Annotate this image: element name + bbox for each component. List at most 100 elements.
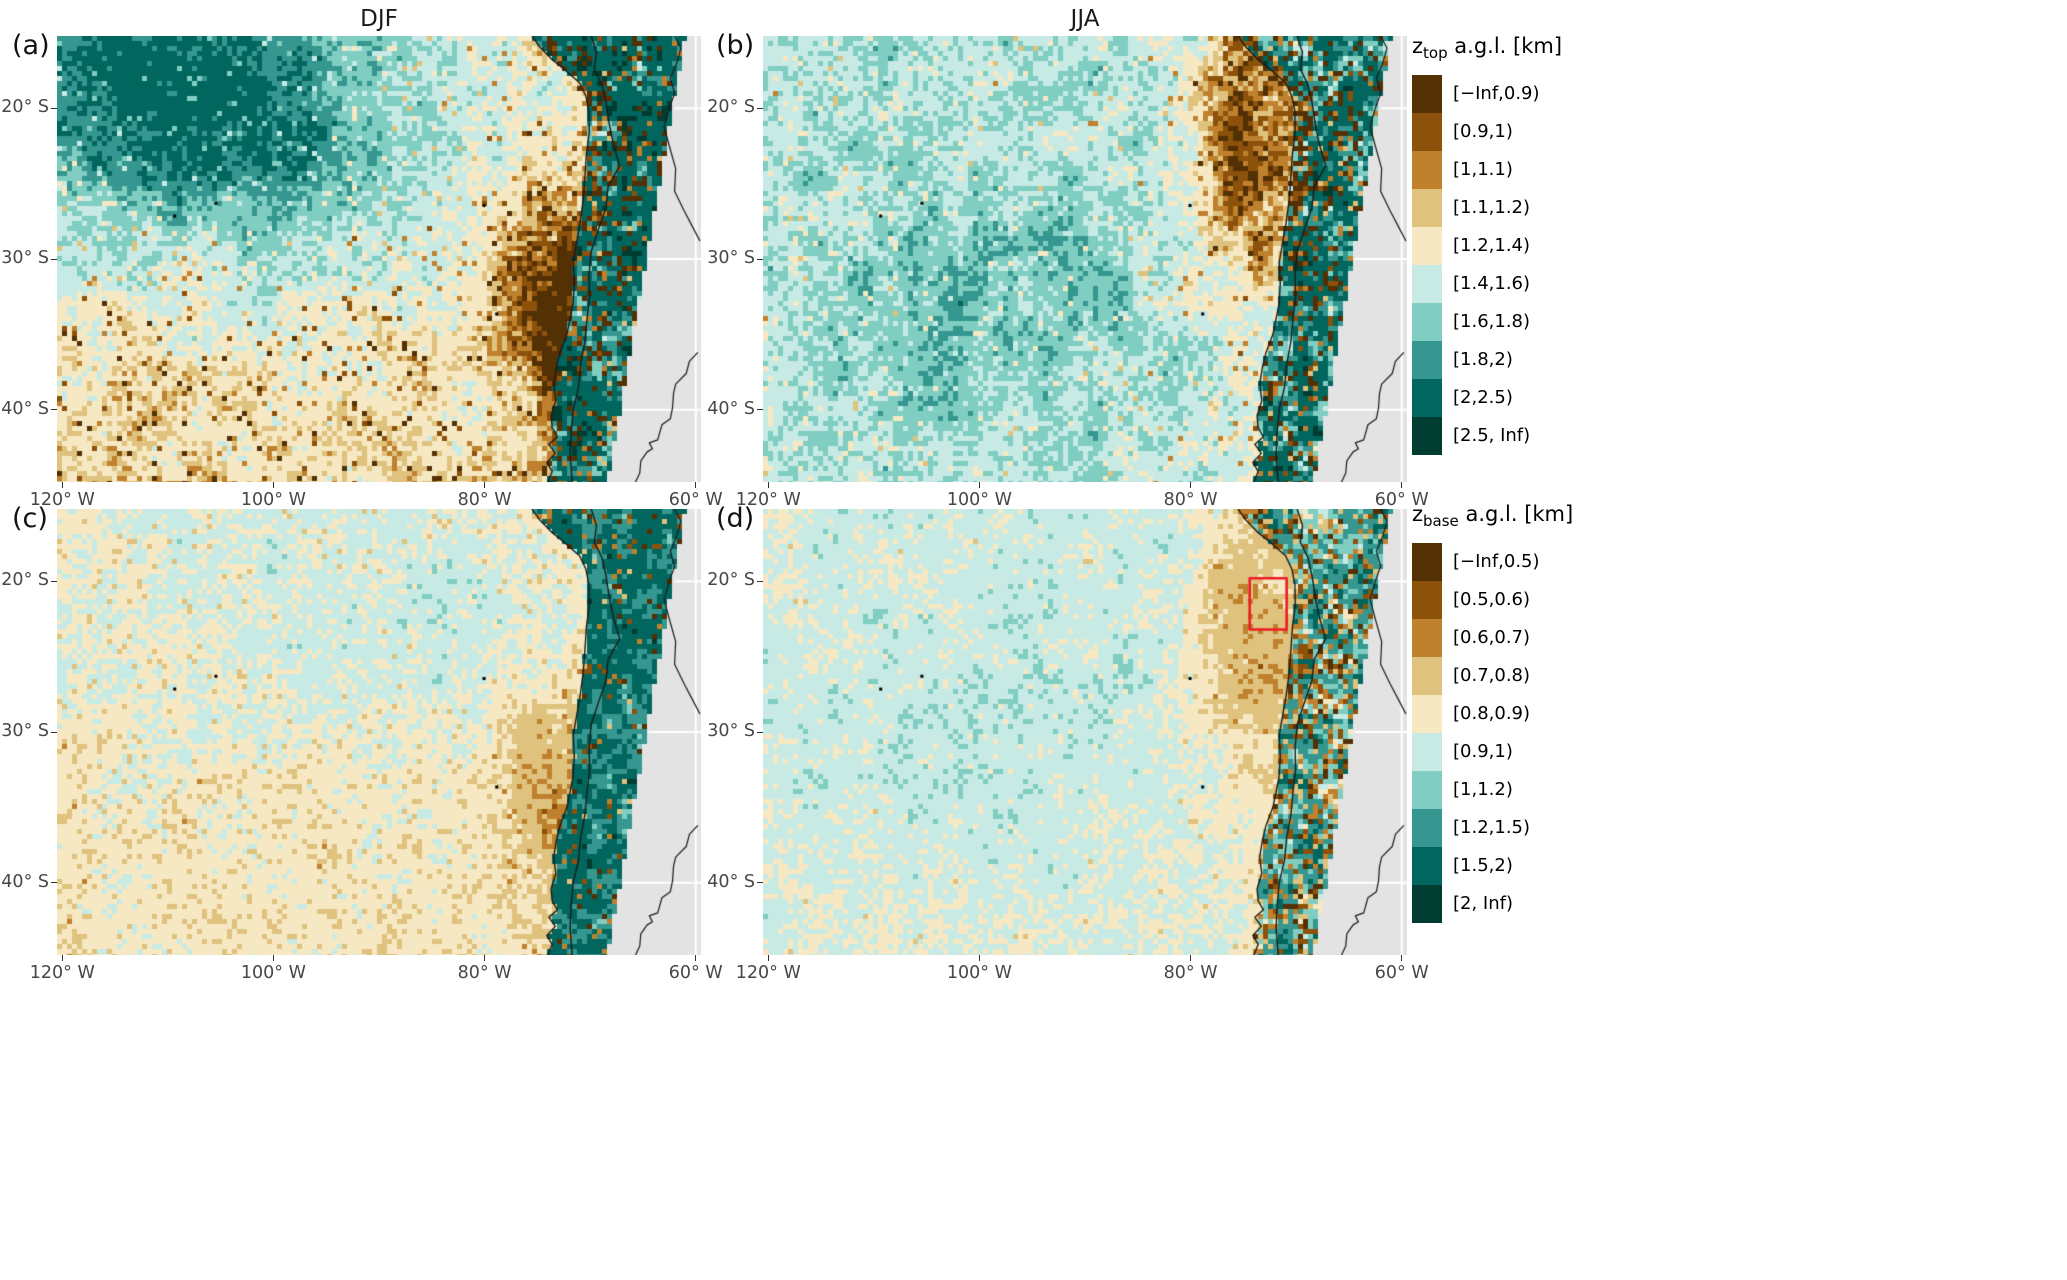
x-tick-mark-120w xyxy=(61,482,63,488)
legend-zbase-swatch-4 xyxy=(1412,695,1442,734)
legend-ztop-row-7: [1.8,2) xyxy=(1412,341,1622,380)
y-tick-label-40s: 40° S xyxy=(1,398,49,419)
y-tick-label-40s: 40° S xyxy=(1,871,49,892)
legend-zbase-row-2: [0.6,0.7) xyxy=(1412,619,1622,658)
legend-ztop-swatch-2 xyxy=(1412,151,1442,190)
x-tick-label-80w: 80° W xyxy=(457,490,512,510)
legend-title-zbase: zbase a.g.l. [km] xyxy=(1412,502,1622,530)
legend-ztop-sub: top xyxy=(1423,44,1448,63)
legend-ztop-keys: [−Inf,0.9) [0.9,1) [1,1.1) [1.1,1.2) [1.2,1.… xyxy=(1412,75,1622,456)
y-tick-mark-40s xyxy=(51,882,57,884)
legend-zbase-label-4: [0.8,0.9) xyxy=(1453,703,1531,725)
legend-ztop-prefix: z xyxy=(1412,34,1424,58)
x-tick-mark-120w xyxy=(767,955,769,961)
legend-ztop-label-7: [1.8,2) xyxy=(1453,349,1513,371)
y-tick-mark-40s xyxy=(757,882,763,884)
y-tick-mark-30s xyxy=(51,731,57,733)
x-tick-label-60w: 60° W xyxy=(1374,963,1429,983)
y-tick-label-30s: 30° S xyxy=(1,721,49,741)
legend-ztop-row-5: [1.4,1.6) xyxy=(1412,265,1622,304)
map-canvas-d xyxy=(763,509,1407,955)
x-tick-mark-80w xyxy=(1190,955,1192,961)
legend-ztop-label-1: [0.9,1) xyxy=(1453,121,1513,143)
y-tick-label-20s: 20° S xyxy=(707,570,755,591)
legend-ztop-swatch-4 xyxy=(1412,227,1442,266)
x-tick-mark-100w xyxy=(978,955,980,961)
legend-ztop-row-9: [2.5, Inf) xyxy=(1412,417,1622,456)
legend-zbase-row-3: [0.7,0.8) xyxy=(1412,657,1622,696)
x-tick-mark-60w xyxy=(1401,955,1403,961)
legend-ztop-swatch-1 xyxy=(1412,113,1442,152)
y-tick-mark-20s xyxy=(51,107,57,109)
column-title-djf: DJF xyxy=(360,6,398,32)
x-tick-mark-60w xyxy=(695,955,697,961)
x-tick-label-60w: 60° W xyxy=(1374,490,1429,510)
y-tick-mark-30s xyxy=(757,731,763,733)
legend-zbase-swatch-3 xyxy=(1412,657,1442,696)
x-tick-mark-100w xyxy=(978,482,980,488)
map-canvas-b xyxy=(763,36,1407,482)
x-tick-label-60w: 60° W xyxy=(668,963,723,983)
panel-label-b: (b) xyxy=(716,30,755,61)
legend-ztop-swatch-6 xyxy=(1412,303,1442,342)
x-tick-mark-120w xyxy=(767,482,769,488)
legend-ztop-label-8: [2,2.5) xyxy=(1453,387,1513,409)
legend-ztop-row-4: [1.2,1.4) xyxy=(1412,227,1622,266)
legend-ztop-row-6: [1.6,1.8) xyxy=(1412,303,1622,342)
x-tick-label-120w: 120° W xyxy=(735,963,801,983)
x-tick-label-100w: 100° W xyxy=(240,490,306,510)
y-tick-label-20s: 20° S xyxy=(1,570,49,591)
y-tick-label-20s: 20° S xyxy=(1,97,49,118)
x-tick-label-120w: 120° W xyxy=(735,490,801,510)
legend-zbase-label-8: [1.5,2) xyxy=(1453,855,1513,877)
y-tick-mark-30s xyxy=(757,258,763,260)
y-tick-label-20s: 20° S xyxy=(707,97,755,118)
x-tick-mark-80w xyxy=(484,955,486,961)
x-tick-label-120w: 120° W xyxy=(29,963,95,983)
x-tick-mark-80w xyxy=(484,482,486,488)
y-tick-label-30s: 30° S xyxy=(1,248,49,268)
legend-zbase-swatch-5 xyxy=(1412,733,1442,772)
legend-zbase-row-4: [0.8,0.9) xyxy=(1412,695,1622,734)
legend-zbase-label-1: [0.5,0.6) xyxy=(1453,589,1531,611)
x-tick-label-80w: 80° W xyxy=(457,963,512,983)
y-tick-mark-20s xyxy=(51,580,57,582)
y-tick-label-30s: 30° S xyxy=(707,248,755,268)
legend-zbase-label-7: [1.2,1.5) xyxy=(1453,817,1531,839)
legend-zbase-row-9: [2, Inf) xyxy=(1412,885,1622,924)
x-tick-mark-60w xyxy=(1401,482,1403,488)
legend-zbase-keys: [−Inf,0.5) [0.5,0.6) [0.6,0.7) [0.7,0.8) [0.… xyxy=(1412,543,1622,924)
panel-label-a: (a) xyxy=(12,30,50,61)
legend-zbase-swatch-6 xyxy=(1412,771,1442,810)
legend-ztop-label-5: [1.4,1.6) xyxy=(1453,273,1531,295)
legend-zbase-swatch-0 xyxy=(1412,543,1442,582)
legend-zbase-label-9: [2, Inf) xyxy=(1453,893,1513,915)
legend-ztop-suffix: a.g.l. [km] xyxy=(1447,34,1563,58)
legend-title-ztop: ztop a.g.l. [km] xyxy=(1412,34,1622,62)
legend-ztop-swatch-3 xyxy=(1412,189,1442,228)
legend-zbase-prefix: z xyxy=(1412,502,1424,526)
x-tick-label-80w: 80° W xyxy=(1163,490,1218,510)
legend-ztop: ztop a.g.l. [km] [−Inf,0.9) [0.9,1) [1,1.1… xyxy=(1412,34,1622,456)
map-canvas-a xyxy=(57,36,701,482)
legend-ztop-label-2: [1,1.1) xyxy=(1453,159,1513,181)
legend-zbase-row-7: [1.2,1.5) xyxy=(1412,809,1622,848)
x-tick-mark-100w xyxy=(272,482,274,488)
legend-ztop-row-1: [0.9,1) xyxy=(1412,113,1622,152)
x-tick-mark-100w xyxy=(272,955,274,961)
x-tick-label-60w: 60° W xyxy=(668,490,723,510)
legend-ztop-label-6: [1.6,1.8) xyxy=(1453,311,1531,333)
x-tick-label-80w: 80° W xyxy=(1163,963,1218,983)
legend-ztop-label-9: [2.5, Inf) xyxy=(1453,425,1531,447)
legend-zbase-row-8: [1.5,2) xyxy=(1412,847,1622,886)
legend-zbase-swatch-7 xyxy=(1412,809,1442,848)
x-tick-mark-60w xyxy=(695,482,697,488)
legend-ztop-swatch-9 xyxy=(1412,417,1442,456)
legend-zbase-row-6: [1,1.2) xyxy=(1412,771,1622,810)
legend-zbase-label-2: [0.6,0.7) xyxy=(1453,627,1531,649)
x-tick-label-120w: 120° W xyxy=(29,490,95,510)
legend-zbase-swatch-1 xyxy=(1412,581,1442,620)
x-tick-label-100w: 100° W xyxy=(946,490,1012,510)
x-tick-mark-120w xyxy=(61,955,63,961)
